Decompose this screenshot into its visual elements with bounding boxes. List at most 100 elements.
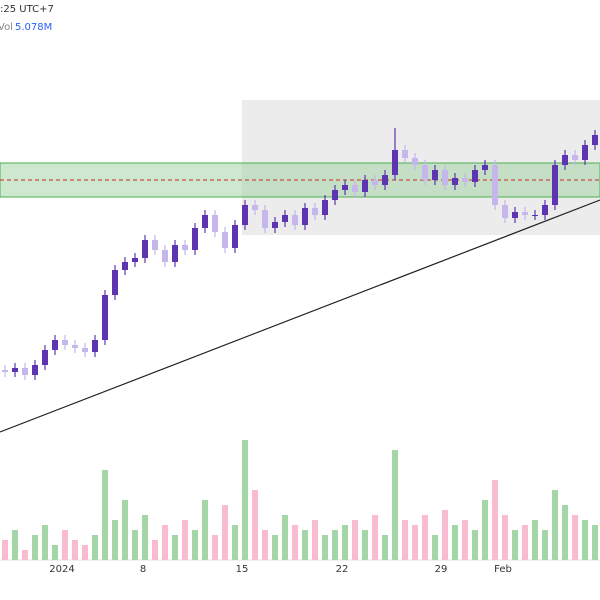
zone-band [0, 162, 600, 198]
volume-bar [362, 530, 368, 560]
candle-body [582, 145, 588, 160]
candle-body [222, 232, 228, 248]
candle-body [552, 165, 558, 205]
candle-body [122, 262, 128, 270]
volume-bar [562, 505, 568, 560]
candle-body [62, 340, 68, 345]
candle-body [312, 208, 318, 215]
candle-body [502, 205, 508, 218]
x-tick-label: 2024 [49, 564, 74, 575]
candle-body [372, 180, 378, 185]
x-tick-label: Feb [494, 564, 512, 575]
volume-bar [532, 520, 538, 560]
candle-body [322, 200, 328, 215]
candle-body [92, 340, 98, 352]
candle-body [232, 225, 238, 248]
volume-bar [52, 545, 58, 560]
volume-bar [22, 550, 28, 560]
volume-bar [402, 520, 408, 560]
volume-bar [462, 520, 468, 560]
volume-bar [302, 530, 308, 560]
candle-body [422, 165, 428, 180]
candle-body [412, 158, 418, 165]
candle-body [592, 135, 598, 145]
candle-body [112, 270, 118, 295]
volume-bar [592, 525, 598, 560]
candle-body [182, 245, 188, 250]
volume-bar [262, 530, 268, 560]
candle-body [202, 215, 208, 228]
candle-body [352, 185, 358, 192]
candle-body [142, 240, 148, 258]
candle-body [542, 205, 548, 215]
candle-body [442, 170, 448, 185]
volume-bar [452, 525, 458, 560]
candle-body [272, 222, 278, 228]
volume-bar [112, 520, 118, 560]
volume-bar [62, 530, 68, 560]
candle-body [72, 345, 78, 348]
candle-body [102, 295, 108, 340]
candle-body [42, 350, 48, 365]
volume-bar [172, 535, 178, 560]
candle-body [362, 180, 368, 192]
volume-bar [422, 515, 428, 560]
x-tick-label: 29 [435, 564, 448, 575]
volume-bar [342, 525, 348, 560]
volume-bar [82, 545, 88, 560]
volume-bar [412, 525, 418, 560]
volume-bar [312, 520, 318, 560]
volume-bar [482, 500, 488, 560]
candle-body [292, 215, 298, 225]
volume-label: Vol [0, 22, 13, 33]
candle-body [22, 368, 28, 375]
volume-bar [502, 515, 508, 560]
volume-bar [72, 540, 78, 560]
volume-bar [92, 535, 98, 560]
volume-bar [232, 525, 238, 560]
volume-bar [512, 530, 518, 560]
candle-body [522, 212, 528, 215]
header-time: :25 UTC+7 [0, 4, 54, 15]
candle-body [392, 150, 398, 175]
candle-body [212, 215, 218, 232]
volume-bar [322, 535, 328, 560]
volume-bar [122, 500, 128, 560]
candle-body [482, 165, 488, 170]
volume-bar [432, 535, 438, 560]
volume-bar [292, 525, 298, 560]
x-tick-label: 15 [236, 564, 249, 575]
volume-bar [252, 490, 258, 560]
volume-bar [472, 530, 478, 560]
volume-bar [382, 535, 388, 560]
candle-body [492, 165, 498, 205]
volume-bar [12, 530, 18, 560]
candle-body [262, 210, 268, 228]
candle-body [242, 205, 248, 225]
volume-bar [202, 500, 208, 560]
candle-body [152, 240, 158, 250]
volume-bar [522, 525, 528, 560]
candle-body [192, 228, 198, 250]
volume-bar [572, 515, 578, 560]
x-tick-label: 8 [140, 564, 146, 575]
volume-bar [182, 520, 188, 560]
volume-bar [332, 530, 338, 560]
volume-bar [212, 535, 218, 560]
candle-body [252, 205, 258, 210]
candle-body [472, 170, 478, 182]
volume-bar [552, 490, 558, 560]
candle-body [132, 258, 138, 262]
volume-bar [152, 540, 158, 560]
candle-body [172, 245, 178, 262]
candle-body [432, 170, 438, 180]
volume-bar [542, 530, 548, 560]
candle-body [302, 208, 308, 225]
candle-body [342, 185, 348, 190]
volume-bar [142, 515, 148, 560]
candle-body [12, 368, 18, 372]
candle-body [462, 178, 468, 182]
volume-bar [192, 530, 198, 560]
candle-body [2, 370, 8, 372]
